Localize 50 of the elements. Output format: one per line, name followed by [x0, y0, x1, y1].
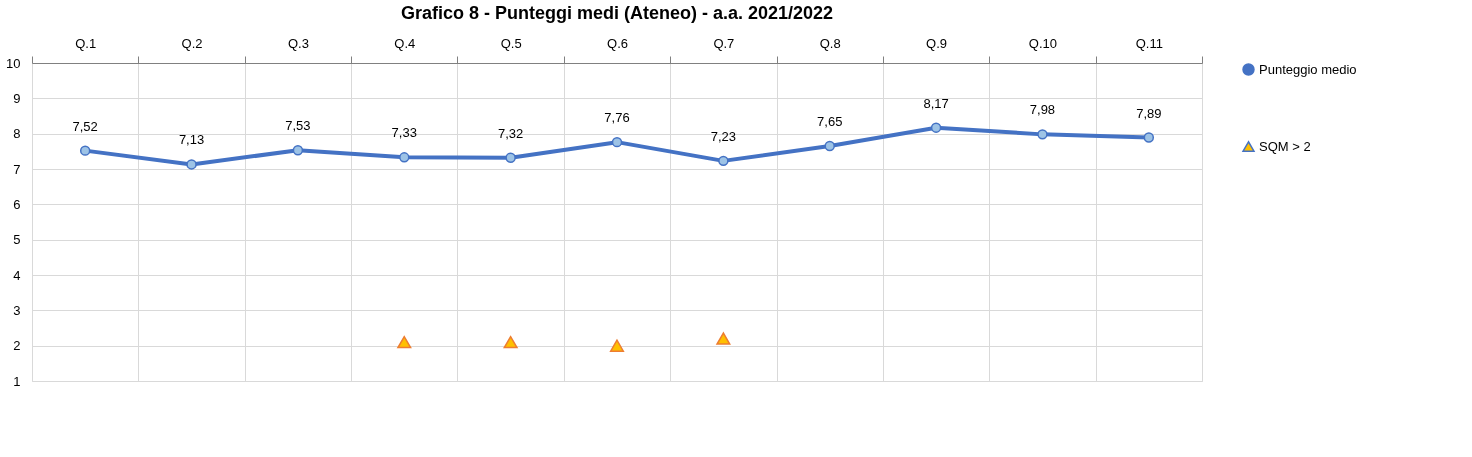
point [292, 145, 304, 156]
x-tick-label: Q.1 [75, 35, 97, 51]
x-tick-label: Q.5 [500, 35, 522, 51]
x-tick-label: Q.8 [819, 35, 841, 51]
data-label: 7,89 [1136, 105, 1162, 121]
x-tick-label: Q.4 [394, 35, 416, 51]
y-tick-label: 1 [13, 373, 21, 389]
y-tick-label: 5 [13, 232, 21, 248]
chart-title: Grafico 8 - Punteggi medi (Ateneo) - a.a. 2021/2022 [400, 3, 834, 23]
y-tick-label: 4 [13, 267, 21, 283]
point [397, 335, 412, 349]
point [718, 155, 729, 167]
data-label: 7,76 [604, 110, 630, 126]
point [611, 136, 623, 148]
legend-label: SQM > 2 [1259, 138, 1311, 154]
y-tick-label: 9 [13, 90, 21, 106]
legend-label: Punteggio medio [1259, 61, 1357, 77]
x-tick-label: Q.10 [1028, 35, 1058, 51]
y-tick-label: 6 [13, 196, 21, 212]
point [1143, 132, 1155, 143]
x-tick-label: Q.6 [607, 35, 628, 51]
y-tick-label: 7 [13, 161, 21, 177]
y-tick-label: 8 [13, 126, 21, 142]
point [716, 332, 731, 345]
point [79, 145, 91, 156]
point [1037, 129, 1048, 140]
x-tick-label: Q.2 [181, 35, 203, 51]
x-tick-label: Q.11 [1135, 35, 1163, 51]
data-label: 7,33 [391, 125, 417, 141]
point [609, 339, 625, 352]
point [186, 159, 197, 170]
point [824, 140, 835, 152]
data-label: 7,32 [497, 125, 524, 141]
point [505, 152, 516, 163]
x-tick-label: Q.7 [713, 35, 735, 51]
y-tick-label: 3 [13, 302, 21, 318]
y-tick-label: 2 [13, 338, 21, 354]
point [930, 122, 942, 133]
data-label: 7,52 [72, 118, 98, 134]
point [399, 152, 410, 163]
point [503, 335, 518, 349]
data-label: 7,23 [710, 128, 737, 144]
x-tick-label: Q.9 [926, 35, 948, 51]
data-label: 7,53 [285, 118, 311, 134]
x-tick-label: Q.3 [287, 35, 309, 51]
data-label: 7,98 [1029, 102, 1056, 118]
y-tick-label: 10 [6, 55, 21, 71]
data-label: 7,65 [817, 114, 843, 130]
data-label: 8,17 [923, 95, 949, 111]
data-label: 7,13 [178, 132, 205, 148]
